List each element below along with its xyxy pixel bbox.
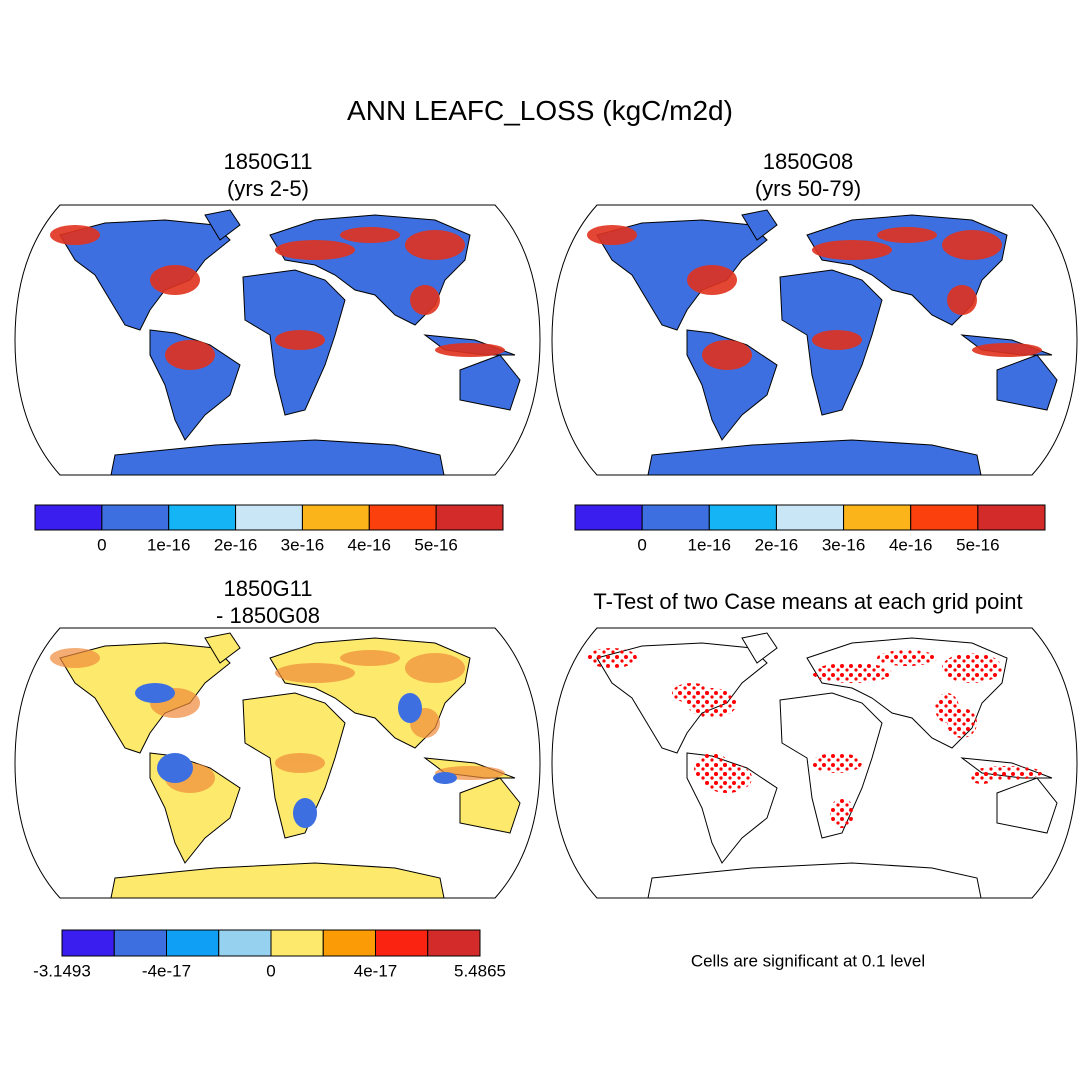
colorbar-box <box>843 504 912 531</box>
map-panel <box>14 627 541 899</box>
colorbar-box <box>427 929 481 957</box>
panel-title: 1850G11 <box>224 576 313 601</box>
colorbar-box <box>435 504 504 531</box>
panel-title: - 1850G08 <box>216 603 320 628</box>
colorbar-label: 1e-16 <box>147 535 190 554</box>
note: Cells are significant at 0.1 level <box>691 951 925 970</box>
colorbar-box <box>168 504 237 531</box>
colorbar-label: 1e-16 <box>688 535 731 554</box>
panel-title: 1850G11 <box>224 149 313 174</box>
panel-title: (yrs 2-5) <box>227 176 309 201</box>
colorbar-box <box>368 504 437 531</box>
map-panel <box>551 204 1078 476</box>
colorbar-label: 5.4865 <box>454 961 506 980</box>
colorbar-label: 4e-16 <box>889 535 932 554</box>
colorbar-label: 2e-16 <box>214 535 257 554</box>
colorbar-box <box>270 929 324 957</box>
colorbar-label: 0 <box>97 535 106 554</box>
colorbar-box <box>977 504 1046 531</box>
figure-title: ANN LEAFC_LOSS (kgC/m2d) <box>347 95 733 126</box>
colorbar-box <box>113 929 167 957</box>
colorbar-box <box>910 504 979 531</box>
panel-title: (yrs 50-79) <box>755 176 861 201</box>
colorbar-box <box>301 504 370 531</box>
colorbar-label: 5e-16 <box>956 535 999 554</box>
colorbar-box <box>708 504 777 531</box>
colorbar-box <box>775 504 845 531</box>
colorbar-label: 3e-16 <box>281 535 324 554</box>
colorbar-box <box>235 504 303 531</box>
colorbar-label: 2e-16 <box>755 535 798 554</box>
colorbar-box <box>375 929 429 957</box>
colorbar-box <box>218 929 272 957</box>
colorbar-box <box>34 504 103 531</box>
colorbar-label: 0 <box>637 535 646 554</box>
colorbar-box <box>166 929 220 957</box>
colorbar-label: 0 <box>266 961 275 980</box>
map-panel <box>551 627 1078 899</box>
colorbar-box <box>101 504 170 531</box>
colorbar-label: 4e-17 <box>354 961 397 980</box>
colorbar-label: -3.1493 <box>33 961 91 980</box>
colorbar-box <box>322 929 376 957</box>
colorbar-box <box>61 929 115 957</box>
colorbar-label: -4e-17 <box>142 961 191 980</box>
colorbar-label: 5e-16 <box>414 535 457 554</box>
colorbar-box <box>574 504 643 531</box>
panel-title: T-Test of two Case means at each grid po… <box>593 589 1022 614</box>
map-panel <box>14 204 541 476</box>
colorbar-box <box>641 504 710 531</box>
colorbar-label: 3e-16 <box>822 535 865 554</box>
colorbar-label: 4e-16 <box>348 535 391 554</box>
panel-title: 1850G08 <box>763 149 854 174</box>
